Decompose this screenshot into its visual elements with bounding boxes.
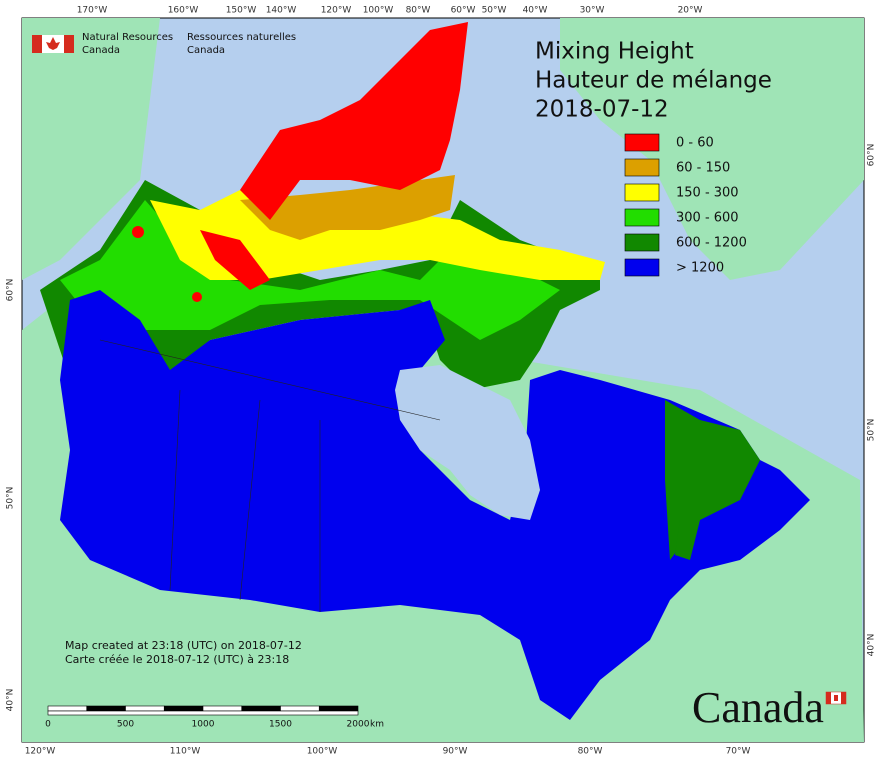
title-date: 2018-07-12 (535, 97, 669, 123)
graticule-label: 100°W (307, 747, 338, 757)
graticule-label: 60°W (451, 6, 476, 16)
dept-en: Natural Resources (82, 32, 173, 43)
graticule-label: 50°N (867, 419, 877, 442)
zone (60, 290, 810, 720)
legend-swatch (624, 208, 660, 227)
graticule-label: 60°N (6, 279, 16, 302)
legend-label: 150 - 300 (676, 186, 739, 201)
scale-label: 1000 (192, 720, 215, 730)
scale-bar (47, 710, 359, 716)
zone (132, 226, 144, 238)
legend-label: 600 - 1200 (676, 236, 747, 251)
scale-segment (318, 705, 359, 712)
graticule-label: 110°W (170, 747, 201, 757)
scale-segment (86, 705, 126, 712)
legend-label: 60 - 150 (676, 161, 730, 176)
wordmark-flag (825, 691, 847, 705)
graticule-label: 90°W (443, 747, 468, 757)
zone (240, 175, 455, 240)
scale-segment (163, 705, 204, 712)
scale-label: 500 (117, 720, 134, 730)
zone (60, 200, 560, 340)
dept-en: Canada (82, 45, 120, 56)
scale-segment (125, 705, 165, 712)
flag-leaf (46, 37, 60, 50)
zone (200, 230, 270, 290)
legend-label: 0 - 60 (676, 136, 714, 151)
zone (675, 520, 700, 560)
graticule-label: 100°W (363, 6, 394, 16)
scale-segment (280, 705, 320, 712)
scale-segment (202, 705, 243, 712)
greenland (560, 18, 864, 280)
dynamic: 0 - 60 60 - 150 150 - 300 300 - 600 600 - 12… (6, 6, 877, 757)
dept-fr: Ressources naturelles (187, 32, 296, 43)
title: Hauteur de mélange (535, 68, 772, 94)
flag-bar (32, 35, 42, 53)
graticule-label: 170°W (77, 6, 108, 16)
graticule-label: 80°W (578, 747, 603, 757)
zones (40, 22, 810, 720)
scale-unit: km (370, 720, 384, 730)
graticule-label: 120°W (25, 747, 56, 757)
flag-bar (841, 692, 846, 704)
legend-label: 300 - 600 (676, 211, 739, 226)
legend-swatch (624, 233, 660, 252)
legend-label: > 1200 (676, 261, 724, 276)
zone (192, 292, 202, 302)
graticule-label: 40°W (523, 6, 548, 16)
graticule-label: 140°W (266, 6, 297, 16)
zone (240, 22, 468, 220)
wordmark: Canada (692, 683, 824, 732)
graticule-label: 150°W (226, 6, 257, 16)
boundary (239, 399, 261, 601)
graticule-label: 160°W (168, 6, 199, 16)
scale-label: 1500 (269, 720, 292, 730)
legend-swatch (624, 258, 660, 277)
credit: Map created at 23:18 (UTC) on 2018-07-12 (65, 639, 302, 652)
credit: Carte créée le 2018-07-12 (UTC) à 23:18 (65, 653, 289, 666)
graticule-label: 70°W (726, 747, 751, 757)
graticule-label: 30°W (580, 6, 605, 16)
graticule-label: 20°W (678, 6, 703, 16)
boundary (99, 339, 441, 421)
graticule-label: 40°N (6, 689, 16, 712)
scale-label: 2000 (347, 720, 370, 730)
scale-segment (241, 705, 281, 712)
legend-swatch (624, 133, 660, 152)
dept-fr: Canada (187, 45, 225, 56)
boundary (169, 389, 181, 591)
flag-leaf (834, 695, 838, 701)
flag (32, 35, 74, 53)
title: Mixing Height (535, 39, 694, 65)
alaska (22, 18, 160, 280)
flag-bar (64, 35, 74, 53)
graticule-label: 80°W (406, 6, 431, 16)
flag-bar (826, 692, 831, 704)
scale-segment (47, 705, 88, 712)
legend-swatch (624, 183, 660, 202)
boundaries (99, 339, 441, 612)
graticule-label: 50°W (482, 6, 507, 16)
graticule-label: 40°N (867, 634, 877, 657)
hudson-bay (395, 365, 540, 520)
graticule-label: 120°W (321, 6, 352, 16)
scale-label: 0 (45, 720, 51, 730)
graticule-label: 50°N (6, 487, 16, 510)
graticule-label: 60°N (867, 144, 877, 167)
legend-swatch (624, 158, 660, 177)
